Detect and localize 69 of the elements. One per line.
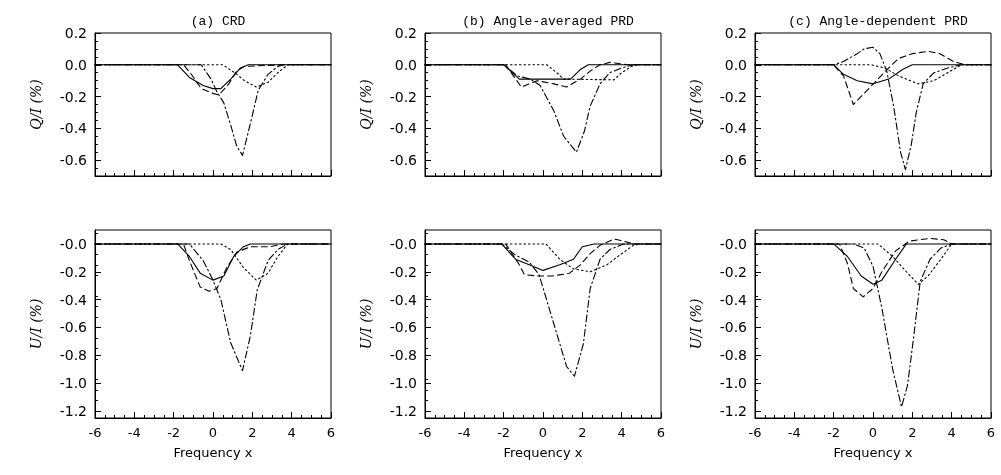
y-tick-label: 0.2 xyxy=(394,25,417,41)
x-tick-label: 2 xyxy=(248,425,257,440)
y-axis-title: Q/I (%) xyxy=(28,79,44,130)
x-tick-label: -4 xyxy=(787,425,801,440)
x-tick-label: -6 xyxy=(418,425,432,440)
y-tick-label: -0.0 xyxy=(59,235,87,252)
y-tick-label: -0.4 xyxy=(59,291,88,308)
y-tick-label: -0.2 xyxy=(59,88,87,105)
y-tick-label: -0.4 xyxy=(719,291,748,308)
y-tick-label: -0.2 xyxy=(719,263,747,280)
y-tick-label: -0.2 xyxy=(59,263,87,280)
y-tick-label: -0.6 xyxy=(59,152,88,169)
y-tick-label: 0.0 xyxy=(64,56,87,73)
y-tick-label: -1.0 xyxy=(389,375,417,392)
y-axis-title: U/I (%) xyxy=(688,298,704,350)
y-tick-label: -1.2 xyxy=(389,403,417,420)
x-tick-label: 0 xyxy=(208,425,218,440)
x-axis-title: Frequency x xyxy=(503,445,583,460)
y-tick-label: 0.0 xyxy=(394,56,417,73)
y-tick-label: -0.8 xyxy=(719,347,747,364)
x-tick-label: 6 xyxy=(326,425,336,440)
y-tick-label: -1.0 xyxy=(719,375,747,392)
x-tick-label: 0 xyxy=(538,425,548,440)
x-axis-title: Frequency x xyxy=(833,445,913,460)
y-tick-label: -0.4 xyxy=(389,120,418,137)
y-axis-title: U/I (%) xyxy=(28,298,44,350)
x-axis-title: Frequency x xyxy=(173,445,253,460)
x-tick-label: -2 xyxy=(827,425,841,440)
x-tick-label: -6 xyxy=(88,425,102,440)
y-tick-label: -0.6 xyxy=(59,319,88,336)
x-tick-label: 0 xyxy=(868,425,878,440)
y-tick-label: -0.0 xyxy=(389,235,417,252)
x-tick-label: -2 xyxy=(167,425,181,440)
y-tick-label: -0.4 xyxy=(59,120,88,137)
y-tick-label: -0.6 xyxy=(719,319,748,336)
chart-title: (c) Angle-dependent PRD xyxy=(788,14,968,29)
x-tick-label: 6 xyxy=(656,425,666,440)
y-tick-label: 0.0 xyxy=(724,56,747,73)
y-tick-label: -0.2 xyxy=(719,88,747,105)
y-tick-label: 0.2 xyxy=(64,25,87,41)
y-tick-label: -0.6 xyxy=(389,319,418,336)
x-tick-label: -2 xyxy=(497,425,511,440)
y-tick-label: -0.2 xyxy=(389,88,417,105)
y-tick-label: -0.6 xyxy=(719,152,748,169)
y-tick-label: -0.6 xyxy=(389,152,418,169)
y-tick-label: -1.0 xyxy=(59,375,87,392)
y-tick-label: -0.4 xyxy=(389,291,418,308)
y-tick-label: 0.2 xyxy=(724,25,747,41)
chart-title: (b) Angle-averaged PRD xyxy=(462,14,635,29)
x-tick-label: 4 xyxy=(287,425,296,440)
x-tick-label: 6 xyxy=(986,425,996,440)
x-tick-label: 2 xyxy=(908,425,917,440)
y-tick-label: -0.8 xyxy=(59,347,87,364)
y-tick-label: -0.8 xyxy=(389,347,417,364)
x-tick-label: 4 xyxy=(947,425,956,440)
x-tick-label: -6 xyxy=(748,425,762,440)
y-tick-label: -1.2 xyxy=(59,403,87,420)
y-tick-label: -0.0 xyxy=(719,235,747,252)
y-axis-title: Q/I (%) xyxy=(358,79,374,130)
y-tick-label: -0.4 xyxy=(719,120,748,137)
y-tick-label: -0.2 xyxy=(389,263,417,280)
x-tick-label: -4 xyxy=(457,425,471,440)
y-tick-label: -1.2 xyxy=(719,403,747,420)
x-tick-label: -4 xyxy=(127,425,141,440)
y-axis-title: Q/I (%) xyxy=(688,79,704,130)
x-tick-label: 2 xyxy=(578,425,587,440)
x-tick-label: 4 xyxy=(617,425,626,440)
y-axis-title: U/I (%) xyxy=(358,298,374,350)
chart-title: (a) CRD xyxy=(190,14,246,29)
